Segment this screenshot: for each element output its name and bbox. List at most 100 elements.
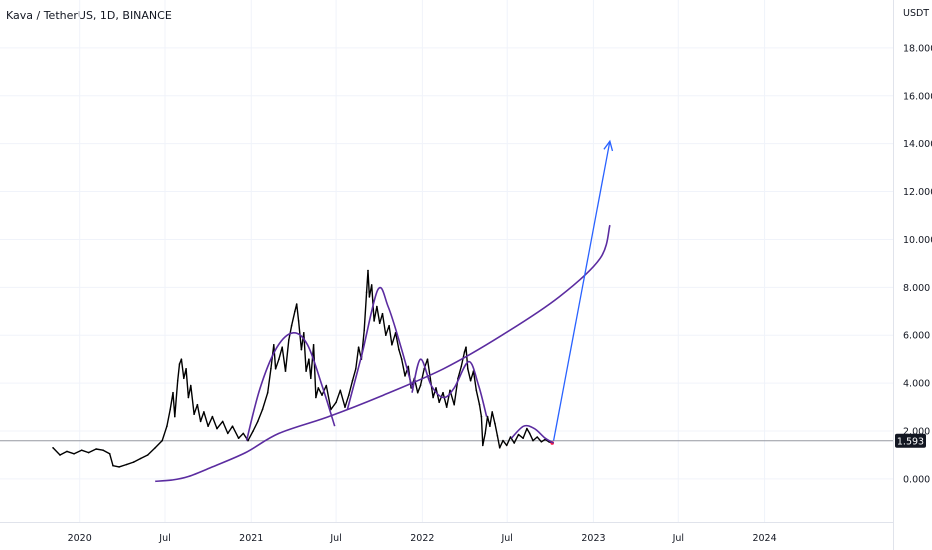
x-tick-label: Jul: [329, 533, 341, 544]
price-point: [528, 432, 531, 435]
price-point: [381, 312, 384, 315]
price-point: [463, 351, 466, 353]
price-point: [176, 379, 179, 382]
price-point: [305, 370, 307, 372]
price-point: [465, 346, 467, 349]
price-point: [273, 344, 275, 346]
drawn-curve: [510, 424, 554, 444]
price-point: [368, 296, 371, 298]
price-point: [310, 377, 312, 380]
price-point: [185, 368, 187, 370]
price-point: [496, 435, 499, 437]
price-point: [365, 291, 368, 293]
y-axis-unit: USDT: [903, 8, 929, 19]
y-tick-label: 0.000: [903, 474, 930, 485]
drawn-curve: [346, 286, 414, 410]
price-point: [274, 368, 277, 370]
price-point: [308, 358, 310, 361]
arrow-head: [603, 139, 614, 152]
price-point: [237, 437, 240, 440]
price-point: [407, 365, 410, 368]
y-tick-label: 8.000: [903, 283, 930, 294]
price-point: [498, 447, 501, 449]
y-tick-label: 10.000: [903, 235, 932, 246]
price-point: [469, 379, 472, 382]
price-point: [460, 365, 463, 368]
price-point: [132, 461, 135, 463]
price-point: [199, 420, 202, 423]
last-price-badge: [895, 433, 926, 448]
price-point: [231, 425, 234, 428]
price-point: [348, 394, 350, 396]
price-point: [325, 384, 328, 387]
price-point: [398, 348, 400, 351]
price-point: [416, 391, 419, 394]
price-point: [190, 384, 192, 387]
last-price-label: 1.593: [897, 436, 924, 447]
price-point: [419, 384, 422, 387]
chart-title: Kava / TetherUS, 1D, BINANCE: [6, 9, 172, 22]
price-point: [161, 439, 163, 442]
price-point: [505, 444, 508, 447]
price-point: [370, 284, 373, 286]
price-point: [344, 406, 346, 408]
price-point: [178, 363, 181, 365]
y-tick-label: 2.000: [903, 427, 930, 438]
price-point: [432, 396, 434, 399]
grid: [0, 0, 893, 522]
price-point: [453, 403, 456, 406]
price-point: [266, 391, 269, 394]
price-point: [125, 463, 128, 466]
price-point: [154, 447, 156, 449]
price-point: [278, 358, 280, 361]
price-point: [300, 348, 303, 351]
price-point: [435, 387, 437, 389]
price-point: [532, 439, 534, 442]
drawn-curve: [411, 358, 488, 417]
price-point: [339, 389, 342, 392]
price-point: [169, 408, 171, 411]
x-tick-label: 2023: [581, 533, 605, 544]
price-series-line: [52, 269, 553, 468]
price-point: [297, 320, 300, 322]
price-point: [146, 454, 149, 456]
price-point: [102, 449, 104, 452]
price-point: [172, 391, 174, 394]
y-tick-label: 6.000: [903, 331, 930, 342]
price-point: [303, 332, 305, 334]
price-point: [317, 387, 320, 389]
price-point: [489, 425, 491, 428]
price-point: [187, 396, 190, 399]
price-point: [87, 451, 90, 454]
price-point: [294, 310, 296, 313]
price-point: [108, 453, 111, 455]
drawn-curve: [155, 224, 611, 483]
price-point: [221, 420, 224, 423]
price-point: [478, 403, 481, 406]
x-tick-label: Jul: [500, 533, 512, 544]
arrow-line: [552, 141, 611, 441]
price-point: [166, 425, 168, 428]
y-tick-label: 14.000: [903, 139, 932, 150]
price-point: [480, 415, 483, 418]
price-point: [385, 334, 387, 337]
price-point: [475, 389, 478, 392]
price-point: [540, 441, 543, 443]
price-point: [193, 413, 195, 416]
price-point: [281, 346, 284, 349]
price-point: [139, 457, 142, 460]
price-point: [449, 389, 451, 392]
price-point: [247, 439, 249, 442]
price-point: [80, 449, 83, 452]
price-point: [174, 415, 176, 418]
price-point: [445, 406, 448, 408]
price-point: [216, 427, 218, 430]
price-point: [363, 329, 366, 332]
price-point: [484, 432, 487, 435]
price-point: [284, 370, 287, 372]
price-point: [59, 454, 61, 456]
price-point: [526, 427, 528, 430]
price-point: [376, 305, 378, 308]
